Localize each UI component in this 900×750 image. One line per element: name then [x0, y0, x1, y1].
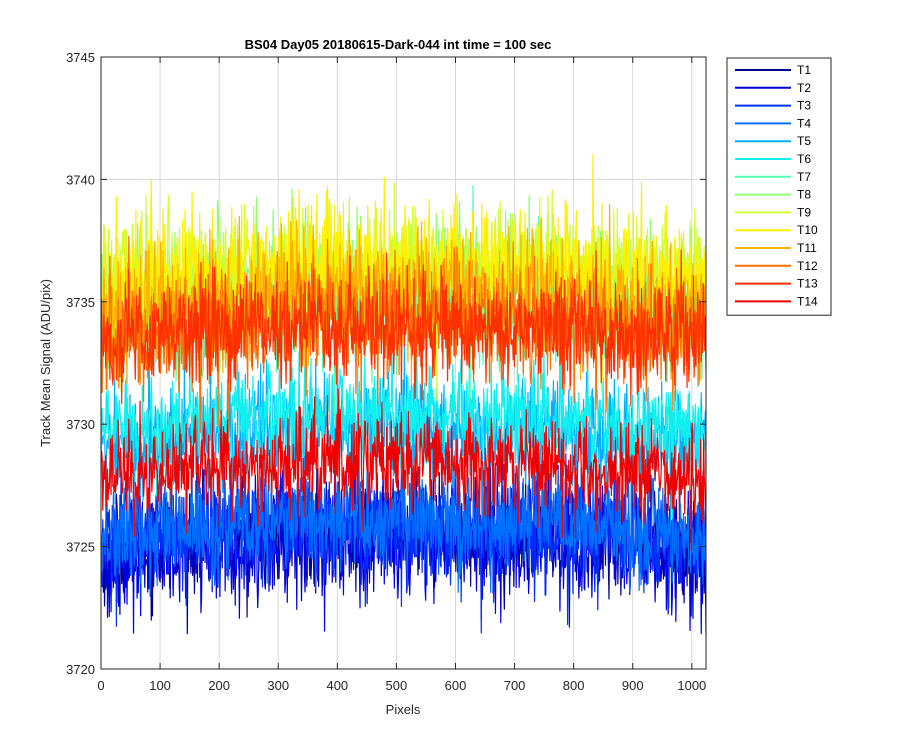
plot-frame	[100, 56, 707, 670]
legend-entry: T13	[735, 277, 818, 291]
legend-entry: T10	[735, 223, 818, 237]
legend-entry: T12	[735, 259, 818, 273]
x-tick-label: 500	[386, 678, 408, 693]
legend-label: T3	[797, 99, 811, 113]
legend-entry: T7	[735, 170, 811, 184]
x-tick-label: 900	[622, 678, 644, 693]
series-line-t13	[100, 249, 707, 407]
legend-label: T13	[797, 277, 818, 291]
legend-label: T8	[797, 188, 811, 202]
legend-label: T6	[797, 152, 811, 166]
chart-title: BS04 Day05 20180615-Dark-044 int time = …	[245, 37, 552, 52]
ticks: 0 100 200 300 400 500 600 700 800 900 1000 3720 3725…	[66, 50, 706, 693]
x-tick-label: 1000	[677, 678, 706, 693]
y-tick-label: 3740	[66, 172, 95, 187]
x-tick-label: 100	[149, 678, 171, 693]
legend-entry: T2	[735, 81, 811, 95]
x-tick-label: 300	[267, 678, 289, 693]
x-tick-label: 0	[97, 678, 104, 693]
y-tick-label: 3745	[66, 50, 95, 65]
legend-entry: T5	[735, 134, 811, 148]
legend-label: T10	[797, 223, 818, 237]
legend-entry: T9	[735, 205, 811, 219]
legend-entry: T1	[735, 63, 811, 77]
x-tick-label: 400	[326, 678, 348, 693]
legend-label: T7	[797, 170, 811, 184]
x-tick-label: 200	[208, 678, 230, 693]
series-line-t6	[100, 326, 707, 519]
y-axis-label: Track Mean Signal (ADU/pix)	[38, 279, 53, 447]
legend-entry: T3	[735, 99, 811, 113]
x-tick-label: 700	[504, 678, 526, 693]
legend-label: T11	[797, 241, 817, 255]
legend-entry: T6	[735, 152, 811, 166]
x-tick-label: 600	[445, 678, 467, 693]
x-axis-label: Pixels	[386, 702, 421, 717]
legend-label: T4	[797, 116, 811, 130]
legend-entry: T14	[735, 294, 818, 308]
legend: T1 T2 T3 T4 T5 T6 T7 T8 T9 T10 T11 T12 T13 T14	[726, 57, 832, 316]
legend-label: T5	[797, 134, 811, 148]
series-line-t14	[100, 388, 707, 552]
series-line-t4	[100, 426, 707, 597]
legend-entry: T11	[735, 241, 817, 255]
legend-label: T14	[797, 294, 818, 308]
legend-label: T9	[797, 205, 811, 219]
y-tick-label: 3735	[66, 295, 95, 310]
y-tick-label: 3730	[66, 417, 95, 432]
legend-entry: T8	[735, 188, 811, 202]
y-tick-label: 3725	[66, 540, 95, 555]
x-tick-label: 800	[563, 678, 585, 693]
legend-entry: T4	[735, 116, 811, 130]
legend-label: T12	[797, 259, 818, 273]
series-layer	[100, 153, 707, 635]
y-tick-label: 3720	[66, 662, 95, 677]
legend-label: T2	[797, 81, 811, 95]
legend-box	[726, 57, 832, 316]
legend-label: T1	[797, 63, 811, 77]
